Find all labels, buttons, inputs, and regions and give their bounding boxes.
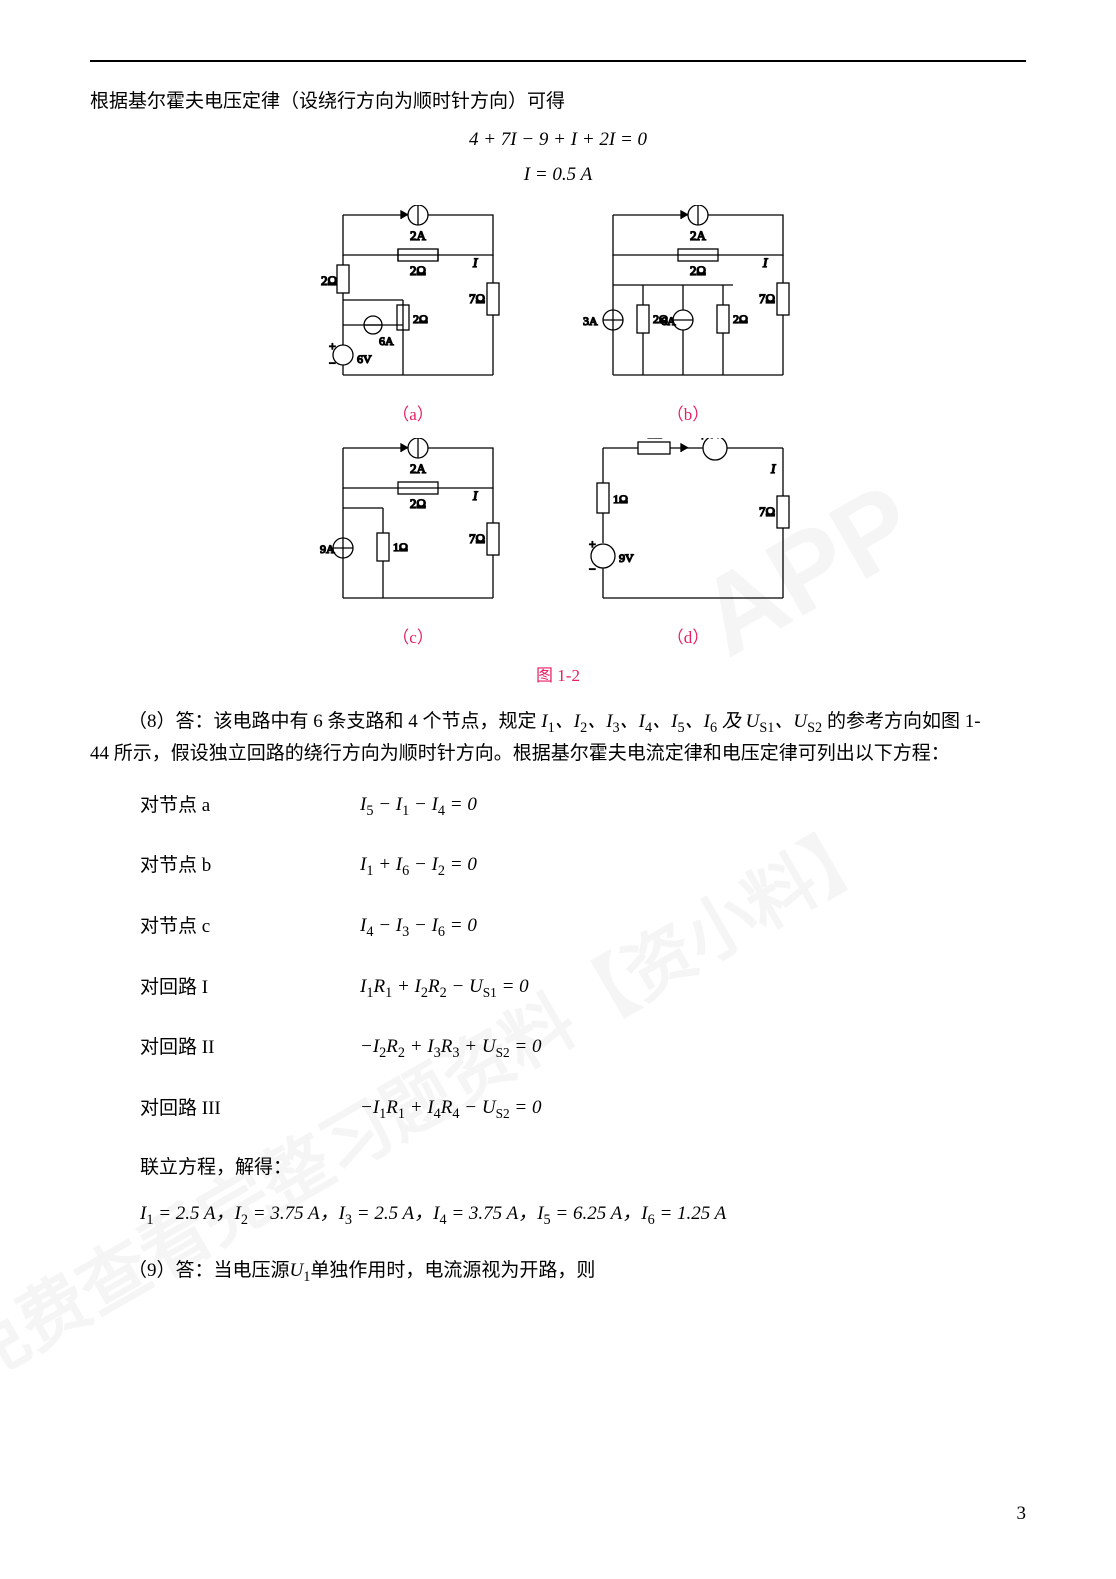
node-b-eq: I1 + I6 − I2 = 0 — [360, 850, 477, 883]
svg-text:+: + — [589, 537, 596, 551]
svg-text:−: − — [589, 562, 596, 576]
node-a-label: 对节点 a — [140, 791, 360, 821]
svg-text:2A: 2A — [410, 228, 427, 243]
node-a-eq: I5 − I1 − I4 = 0 — [360, 790, 477, 823]
svg-text:2Ω: 2Ω — [690, 263, 706, 278]
problem-8-text: （8）答：该电路中有 6 条支路和 4 个节点，规定 I1、I2、I3、I4、I… — [90, 707, 1026, 740]
figure-1-2: 2A 2Ω I 2Ω 7Ω 6A — [90, 205, 1026, 689]
problem-8-text-line2: 44 所示，假设独立回路的绕行方向为顺时针方向。根据基尔霍夫电流定律和电压定律可… — [90, 739, 1026, 769]
svg-text:+: + — [329, 339, 336, 353]
loop-1-eq: I1R1 + I2R2 − US1 = 0 — [360, 972, 529, 1005]
svg-text:6V: 6V — [357, 352, 372, 366]
svg-text:1Ω: 1Ω — [613, 492, 628, 506]
svg-text:−: − — [329, 356, 336, 370]
circuit-d-label: （d） — [667, 624, 710, 651]
figure-row-1: 2A 2Ω I 2Ω 7Ω 6A — [90, 205, 1026, 428]
svg-text:I: I — [472, 488, 478, 503]
p8-suff1: 的参考方向如图 1- — [822, 711, 980, 732]
top-rule — [90, 60, 1026, 62]
svg-text:2Ω: 2Ω — [648, 438, 663, 441]
circuit-a: 2A 2Ω I 2Ω 7Ω 6A — [313, 205, 513, 428]
svg-text:I: I — [762, 255, 768, 270]
solve-text: 联立方程，解得： — [140, 1153, 1026, 1183]
equation-2: I = 0.5 A — [90, 160, 1026, 190]
svg-text:I: I — [770, 461, 776, 476]
circuit-b: 2A 2Ω I 7Ω 3A 2Ω — [573, 205, 803, 428]
loop-2-eq: −I2R2 + I3R3 + US2 = 0 — [360, 1032, 541, 1065]
svg-text:7Ω: 7Ω — [759, 291, 775, 306]
svg-text:2A: 2A — [410, 461, 427, 476]
page-number: 3 — [1017, 1499, 1027, 1529]
figure-row-2: 2A 2Ω I 7Ω 9A 1Ω （c） — [90, 438, 1026, 651]
node-b-label: 对节点 b — [140, 851, 360, 881]
circuit-b-svg: 2A 2Ω I 7Ω 3A 2Ω — [573, 205, 803, 395]
svg-text:3A: 3A — [583, 314, 598, 328]
svg-text:2Ω: 2Ω — [410, 496, 426, 511]
svg-text:2Ω: 2Ω — [410, 263, 426, 278]
svg-text:I: I — [472, 255, 478, 270]
svg-text:6A: 6A — [661, 314, 676, 328]
intro-paragraph: 根据基尔霍夫电压定律（设绕行方向为顺时针方向）可得 — [90, 87, 1026, 117]
svg-text:2Ω: 2Ω — [413, 312, 428, 326]
circuit-c-svg: 2A 2Ω I 7Ω 9A 1Ω — [313, 438, 513, 618]
loop-1-label: 对回路 I — [140, 973, 360, 1003]
svg-text:+: + — [699, 438, 706, 443]
results: I1 = 2.5 A，I2 = 3.75 A，I3 = 2.5 A，I4 = 3… — [140, 1199, 1026, 1232]
svg-text:4V: 4V — [708, 438, 723, 441]
circuit-c: 2A 2Ω I 7Ω 9A 1Ω （c） — [313, 438, 513, 651]
svg-text:6A: 6A — [379, 334, 394, 348]
svg-text:−: − — [731, 438, 738, 443]
node-c-label: 对节点 c — [140, 912, 360, 942]
loop-3-label: 对回路 III — [140, 1094, 360, 1124]
equation-list: 对节点 a I5 − I1 − I4 = 0 对节点 b I1 + I6 − I… — [140, 790, 1026, 1126]
svg-text:2Ω: 2Ω — [733, 312, 748, 326]
node-c-eq: I4 − I3 − I6 = 0 — [360, 911, 477, 944]
circuit-a-label: （a） — [392, 401, 434, 428]
svg-text:7Ω: 7Ω — [759, 504, 775, 519]
figure-title: 图 1-2 — [90, 662, 1026, 689]
svg-text:9V: 9V — [619, 551, 634, 565]
circuit-d: 2Ω + 4V − I 7Ω 1Ω — [573, 438, 803, 651]
page-content: 根据基尔霍夫电压定律（设绕行方向为顺时针方向）可得 4 + 7I − 9 + I… — [90, 60, 1026, 1289]
svg-text:2A: 2A — [690, 228, 707, 243]
equation-1: 4 + 7I − 9 + I + 2I = 0 — [90, 125, 1026, 155]
problem-9-text: （9）答：当电压源U1单独作用时，电流源视为开路，则 — [90, 1256, 1026, 1289]
loop-2-label: 对回路 II — [140, 1033, 360, 1063]
circuit-d-svg: 2Ω + 4V − I 7Ω 1Ω — [573, 438, 803, 618]
p8-vars: I1、I2、I3、I4、I5、I6 及 US1、US2 — [541, 711, 822, 732]
svg-text:9A: 9A — [320, 542, 335, 556]
circuit-b-label: （b） — [667, 401, 710, 428]
svg-text:7Ω: 7Ω — [469, 291, 485, 306]
circuit-a-svg: 2A 2Ω I 2Ω 7Ω 6A — [313, 205, 513, 395]
svg-text:7Ω: 7Ω — [469, 531, 485, 546]
svg-text:2Ω: 2Ω — [321, 273, 337, 288]
loop-3-eq: −I1R1 + I4R4 − US2 = 0 — [360, 1093, 541, 1126]
circuit-c-label: （c） — [392, 624, 434, 651]
p8-prefix: （8）答：该电路中有 6 条支路和 4 个节点，规定 — [128, 711, 541, 732]
svg-text:1Ω: 1Ω — [393, 540, 408, 554]
